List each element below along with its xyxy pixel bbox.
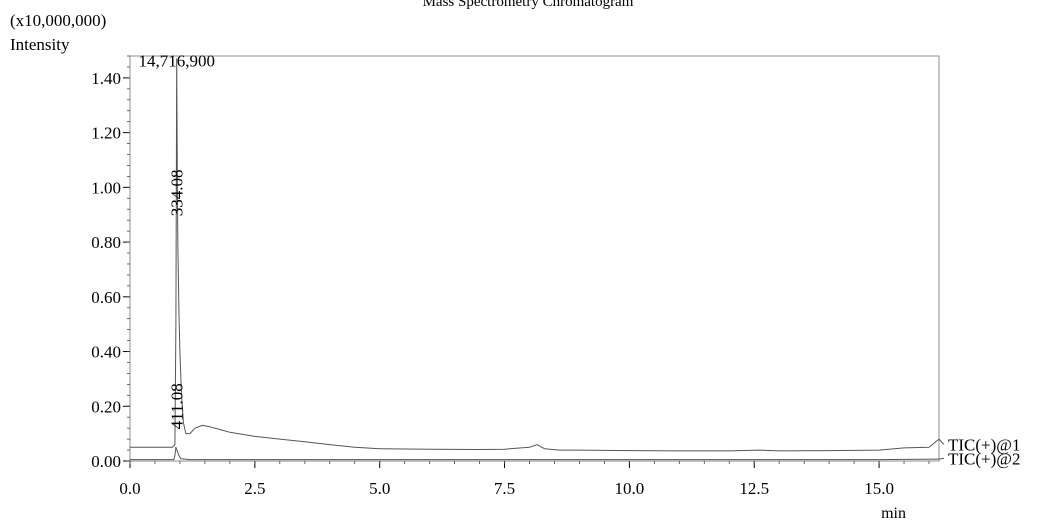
y-axis: 0.00 0.20 0.40 0.60 0.80 1.00 1.20 1.40 (91, 55, 130, 471)
x-tick-label: 2.5 (244, 479, 265, 498)
peak-annotations: 14,716,900 334.08 411.08 (138, 52, 215, 430)
y-tick-label: 1.20 (91, 124, 121, 143)
y-tick-label: 0.00 (91, 452, 121, 471)
x-tick-label: 7.5 (494, 479, 515, 498)
series-label: TIC(+)@2 (948, 449, 1020, 468)
x-tick-label: 15.0 (864, 479, 894, 498)
peak-intensity-label: 14,716,900 (138, 52, 215, 71)
x-axis-label: min (881, 505, 906, 522)
x-axis: 0.0 2.5 5.0 7.5 10.0 12.5 15.0 (119, 461, 930, 498)
y-tick-label: 1.40 (91, 69, 121, 88)
plot-frame (129, 55, 940, 462)
y-tick-label: 0.60 (91, 288, 121, 307)
y-axis-label: Intensity (10, 35, 70, 54)
peak-mz-label: 334.08 (168, 169, 187, 216)
y-multiplier-label: (x10,000,000) (10, 11, 106, 30)
chart-title: Mass Spectrometry Chromatogram (423, 0, 634, 10)
x-tick-label: 12.5 (739, 479, 769, 498)
series-label-leader (938, 438, 945, 445)
series-line-1 (130, 58, 940, 452)
series-label: TIC(+)@1 (948, 436, 1020, 455)
y-tick-label: 1.00 (91, 178, 121, 197)
x-tick-label: 5.0 (369, 479, 390, 498)
peak-mz-label: 411.08 (168, 383, 187, 429)
y-tick-label: 0.20 (91, 397, 121, 416)
series-layer (130, 58, 940, 461)
series-line-2 (130, 446, 940, 461)
series-label-leader (938, 457, 945, 460)
x-tick-label: 10.0 (615, 479, 645, 498)
x-tick-label: 0.0 (119, 479, 140, 498)
y-tick-label: 0.80 (91, 233, 121, 252)
y-tick-label: 0.40 (91, 343, 121, 362)
